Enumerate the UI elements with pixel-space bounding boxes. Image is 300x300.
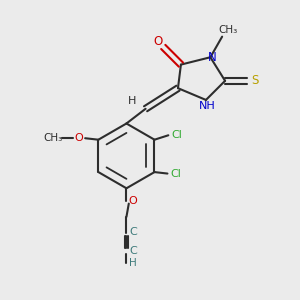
Text: C: C — [129, 246, 137, 256]
Text: C: C — [129, 226, 137, 237]
Text: H: H — [129, 258, 137, 268]
Text: CH₃: CH₃ — [218, 25, 238, 35]
Text: CH₃: CH₃ — [43, 133, 62, 143]
Text: H: H — [128, 96, 136, 106]
Text: Cl: Cl — [171, 169, 182, 178]
Text: S: S — [251, 74, 258, 87]
Text: O: O — [74, 133, 83, 143]
Text: N: N — [208, 51, 216, 64]
Text: O: O — [128, 196, 137, 206]
Text: Cl: Cl — [172, 130, 183, 140]
Text: O: O — [154, 34, 163, 48]
Text: NH: NH — [199, 101, 216, 111]
